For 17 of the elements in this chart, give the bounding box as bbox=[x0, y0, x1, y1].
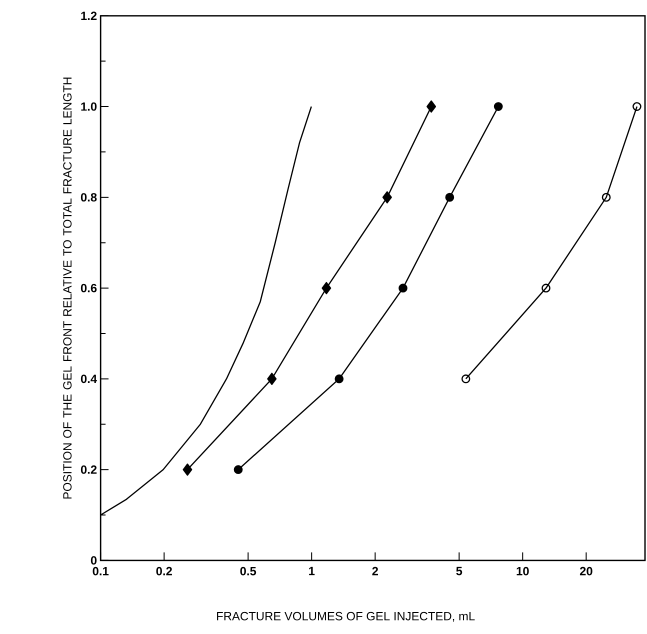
y-axis-title: POSITION OF THE GEL FRONT RELATIVE TO TOTAL FRACTURE LENGTH bbox=[63, 78, 72, 499]
y-tick-label: 0 bbox=[90, 556, 97, 565]
x-tick-label: 0.2 bbox=[156, 566, 172, 576]
y-tick-label: 0.4 bbox=[80, 374, 98, 384]
x-tick-label: 2 bbox=[372, 566, 378, 576]
x-tick-label: 20 bbox=[580, 566, 592, 576]
y-tick-label: 0.6 bbox=[80, 284, 97, 292]
x-tick-label: 1 bbox=[309, 566, 315, 576]
y-tick-label: 1.2 bbox=[81, 12, 97, 20]
y-tick-label: 1.0 bbox=[81, 102, 97, 111]
x-tick-label: 0.1 bbox=[92, 566, 109, 576]
x-tick-label: 10 bbox=[516, 566, 529, 576]
y-tick-label: 0.8 bbox=[80, 193, 97, 202]
x-tick-label: 5 bbox=[456, 566, 462, 576]
x-axis-title: FRACTURE VOLUMES OF GEL INJECTED, mL bbox=[217, 612, 475, 622]
y-tick-label: 0.2 bbox=[80, 465, 97, 474]
x-tick-label: 0.5 bbox=[240, 566, 256, 576]
